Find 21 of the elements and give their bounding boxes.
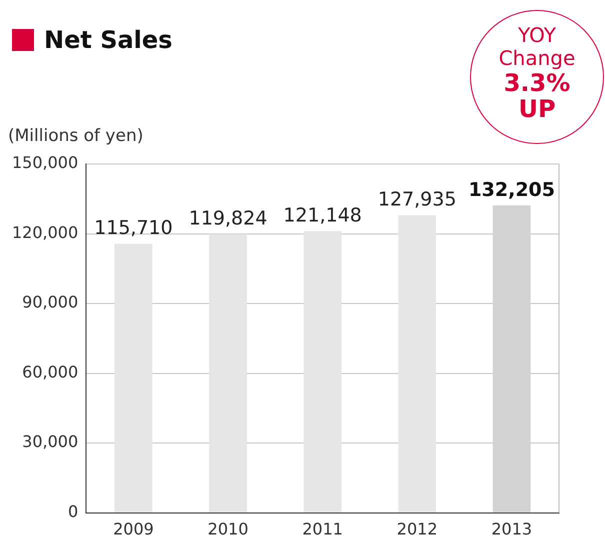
x-tick-label: 2011 [302,520,343,539]
data-label: 119,824 [188,208,268,230]
text: UP [517,95,557,123]
y-tick-label: 120,000 [12,222,78,242]
y-tick-label: 0 [68,502,78,521]
y-tick-label: 60,000 [22,362,78,382]
text: YOY Change [498,23,576,70]
data-label: 132,205 [468,178,555,201]
y-axis-title: (Millions of yen) [8,126,144,146]
data-label: 121,148 [283,204,362,227]
data-label: 115,710 [94,217,173,240]
data-label: 127,935 [378,188,456,211]
y-tick-label: 150,000 [12,153,78,172]
x-tick-label: 2010 [208,520,248,539]
y-tick-label: 90,000 [22,292,78,312]
x-tick-label: 2012 [396,520,438,539]
text: 3.3% [504,69,570,97]
x-tick-label: 2013 [491,520,532,539]
chart-title: Net Sales [44,26,172,54]
y-tick-label: 30,000 [22,432,78,452]
x-tick-label: 2009 [113,520,154,539]
